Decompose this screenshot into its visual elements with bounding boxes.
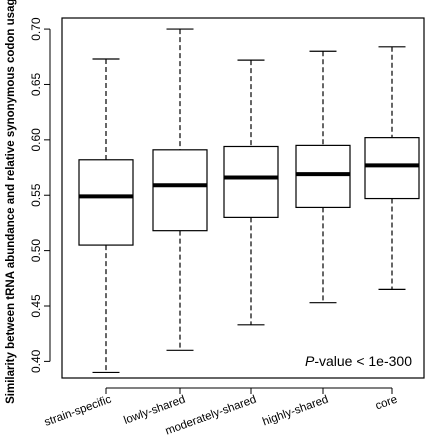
p-value-annotation: P-value < 1e-300 <box>305 353 412 369</box>
x-tick-label: core <box>374 394 399 413</box>
y-axis: 0.40 0.45 0.50 0.55 0.60 0.65 0.70 <box>29 17 51 373</box>
y-tick-label: 0.45 <box>29 294 43 318</box>
x-tick-label: strain-specific <box>43 393 113 428</box>
p-value-rest: -value < 1e-300 <box>314 353 412 369</box>
box-core <box>364 46 420 290</box>
box-moderately-shared <box>223 59 279 326</box>
y-tick-label: 0.50 <box>29 239 43 263</box>
y-tick-label: 0.60 <box>29 128 43 152</box>
y-tick-label: 0.65 <box>29 72 43 96</box>
y-tick-label: 0.55 <box>29 183 43 207</box>
iqr-box <box>152 149 208 232</box>
box-strain-specific <box>78 58 134 374</box>
x-tick-label: highly-shared <box>261 394 330 429</box>
boxes-layer <box>78 28 420 374</box>
iqr-box <box>364 137 420 200</box>
iqr-box <box>223 145 279 218</box>
y-tick-label: 0.70 <box>29 17 43 41</box>
iqr-box <box>78 159 134 246</box>
box-lowly-shared <box>152 28 208 351</box>
x-axis: strain-specific lowly-sharedmoderately-sh… <box>43 387 399 438</box>
box-highly-shared <box>295 50 351 304</box>
y-axis-label: Similarity between tRNA abundance and re… <box>5 0 17 404</box>
y-tick-label: 0.40 <box>29 349 43 373</box>
plot-frame <box>61 17 425 379</box>
p-italic: P <box>305 353 315 369</box>
iqr-box <box>295 144 351 209</box>
